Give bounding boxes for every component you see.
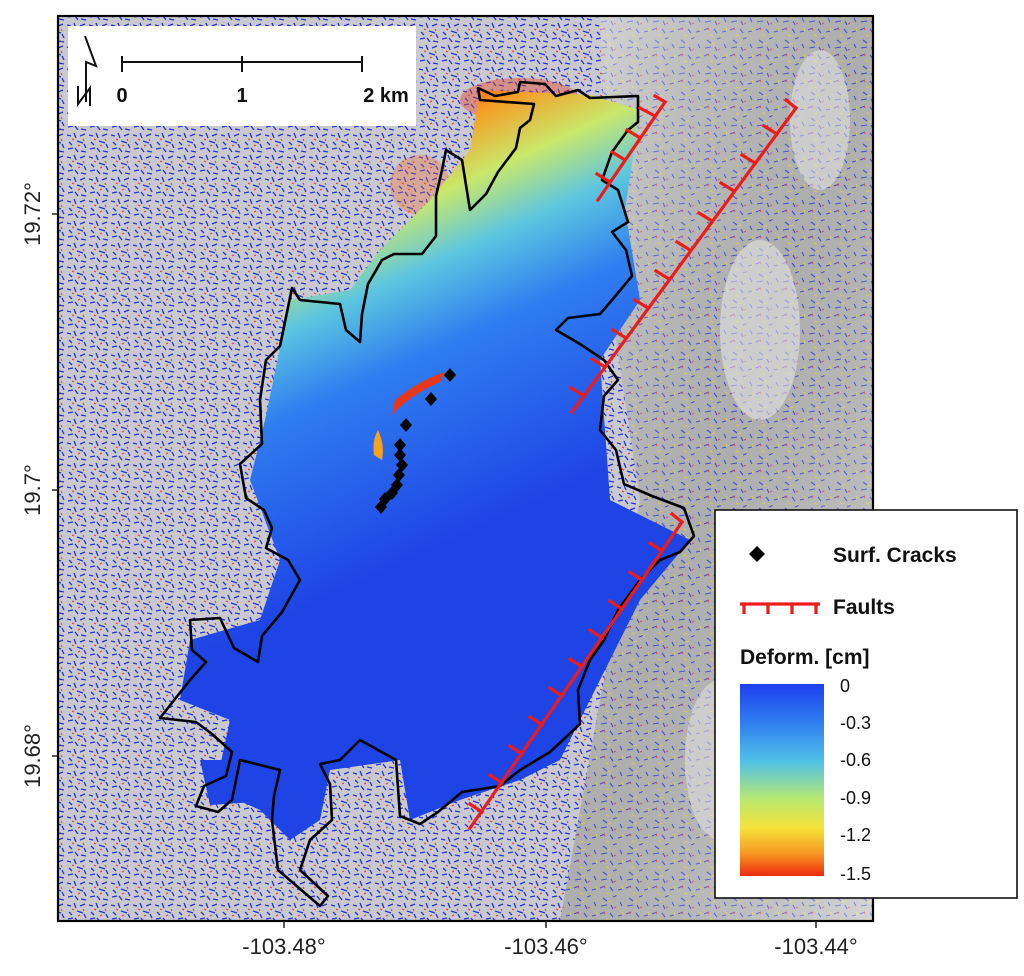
- faults: [467, 93, 799, 831]
- scale-label-0: 0: [116, 85, 127, 107]
- x-tick-label: -103.48°: [242, 934, 325, 959]
- urban-outline: [158, 80, 696, 908]
- y-tick-label: 19.68°: [20, 724, 45, 788]
- colorbar-tick: -1.5: [840, 864, 871, 884]
- x-tick-label: -103.44°: [774, 934, 857, 959]
- fault-symbol-icon: [740, 602, 820, 614]
- scale-bar: 0 1 2 km: [68, 26, 416, 126]
- colorbar-tick: -0.3: [840, 713, 871, 733]
- colorbar-tick: 0: [840, 676, 850, 696]
- legend-faults-label: Faults: [833, 596, 895, 619]
- surface-cracks: [375, 368, 456, 514]
- x-tick-label: -103.46°: [504, 934, 587, 959]
- colorbar: [740, 684, 824, 876]
- colorbar-tick: -1.2: [840, 825, 871, 845]
- colorbar-tick: -0.6: [840, 750, 871, 770]
- north-arrow-icon: [77, 35, 98, 107]
- y-tick-label: 19.7°: [20, 464, 45, 516]
- scale-label-1: 1: [236, 85, 247, 107]
- legend-cracks-label: Surf. Cracks: [833, 544, 957, 567]
- colorbar-title: Deform. [cm]: [740, 646, 870, 669]
- x-axis: -103.48° -103.46° -103.44°: [242, 921, 858, 959]
- crack-marker-icon: [749, 546, 765, 562]
- y-axis: 19.72° 19.7° 19.68°: [20, 182, 58, 788]
- y-tick-label: 19.72°: [20, 182, 45, 246]
- map-frame: [56, 14, 875, 923]
- scale-label-2: 2 km: [363, 85, 409, 107]
- colorbar-tick: -0.9: [840, 788, 871, 808]
- legend: Surf. Cracks Faults Deform. [cm] 0 -0.3 …: [714, 509, 1018, 899]
